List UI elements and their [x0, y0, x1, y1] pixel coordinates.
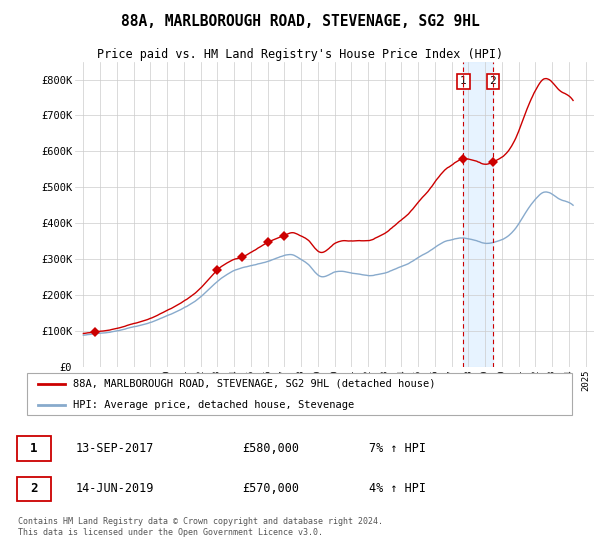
Text: 88A, MARLBOROUGH ROAD, STEVENAGE, SG2 9HL (detached house): 88A, MARLBOROUGH ROAD, STEVENAGE, SG2 9H…	[73, 379, 435, 389]
Text: 2: 2	[490, 76, 496, 86]
Text: 13-SEP-2017: 13-SEP-2017	[76, 442, 154, 455]
Text: £570,000: £570,000	[242, 482, 299, 496]
Text: Price paid vs. HM Land Registry's House Price Index (HPI): Price paid vs. HM Land Registry's House …	[97, 48, 503, 60]
Text: Contains HM Land Registry data © Crown copyright and database right 2024.
This d: Contains HM Land Registry data © Crown c…	[18, 517, 383, 536]
Bar	[463, 62, 493, 367]
Text: 88A, MARLBOROUGH ROAD, STEVENAGE, SG2 9HL: 88A, MARLBOROUGH ROAD, STEVENAGE, SG2 9H…	[121, 14, 479, 29]
FancyBboxPatch shape	[27, 373, 572, 416]
Text: 4% ↑ HPI: 4% ↑ HPI	[369, 482, 426, 496]
Text: 1: 1	[30, 442, 38, 455]
FancyBboxPatch shape	[17, 477, 51, 501]
Text: 14-JUN-2019: 14-JUN-2019	[76, 482, 154, 496]
Text: HPI: Average price, detached house, Stevenage: HPI: Average price, detached house, Stev…	[73, 400, 354, 410]
Text: 1: 1	[460, 76, 467, 86]
FancyBboxPatch shape	[17, 436, 51, 460]
Text: 7% ↑ HPI: 7% ↑ HPI	[369, 442, 426, 455]
Text: 2: 2	[30, 482, 38, 496]
Text: £580,000: £580,000	[242, 442, 299, 455]
